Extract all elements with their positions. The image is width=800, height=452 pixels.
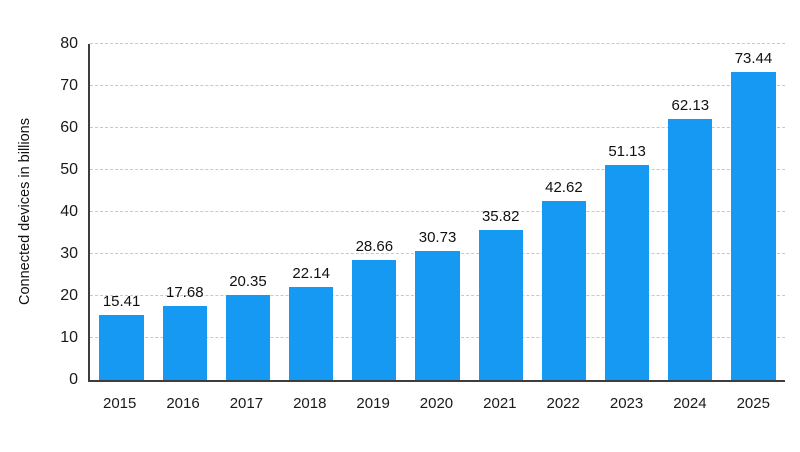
bar-value-label: 51.13 <box>608 143 646 161</box>
x-tick-label: 2023 <box>609 395 644 412</box>
bar <box>415 250 460 380</box>
chart-row: Connected devices in billions 0 10 20 30 40 5… <box>8 35 800 412</box>
y-tick-label: 40 <box>60 203 78 220</box>
bar-value-label: 35.82 <box>481 207 520 225</box>
gridline <box>90 43 785 44</box>
gridline <box>90 169 785 170</box>
bar-group: 22.14 <box>280 265 343 380</box>
y-tick-label: 80 <box>60 35 78 52</box>
bar-value-label: 42.62 <box>545 179 583 196</box>
bar-value-label: 73.44 <box>734 49 773 67</box>
bar-group: 51.13 <box>596 143 659 380</box>
bar <box>225 294 271 380</box>
bar <box>352 259 397 380</box>
bar-group: 35.82 <box>469 208 532 380</box>
bar-group: 28.66 <box>343 238 406 380</box>
bar <box>668 119 713 380</box>
gridline <box>90 85 785 86</box>
y-tick-label: 70 <box>60 77 78 94</box>
bar-value-label: 30.73 <box>418 228 457 246</box>
y-tick-label: 50 <box>60 161 78 178</box>
x-tick-label: 2016 <box>166 395 200 412</box>
y-tick-label: 20 <box>60 287 78 304</box>
plot-column: 0 10 20 30 40 50 60 70 80 15.41 17.68 20.35 22.14 28.… <box>42 35 800 412</box>
bar-group: 62.13 <box>659 97 722 380</box>
y-tick-label: 30 <box>60 245 78 262</box>
x-tick-label: 2020 <box>419 395 454 412</box>
x-tick-label: 2017 <box>229 395 264 412</box>
bar <box>478 229 523 380</box>
bar <box>731 71 776 380</box>
plot-area: 0 10 20 30 40 50 60 70 80 15.41 17.68 20.35 22.14 28.… <box>60 35 785 388</box>
bar-value-label: 17.68 <box>166 283 204 301</box>
bar <box>162 305 207 380</box>
bar-value-label: 62.13 <box>671 97 710 115</box>
bar-value-label: 15.41 <box>102 293 141 311</box>
bar-group: 20.35 <box>216 273 279 380</box>
x-axis-labels: 2015 2016 2017 2018 2019 2020 2021 2022 2023 2024… <box>88 382 785 412</box>
x-tick-label: 2018 <box>293 395 327 412</box>
x-tick-label: 2015 <box>102 395 137 412</box>
bar-value-label: 22.14 <box>292 265 330 283</box>
bar-value-label: 20.35 <box>229 272 267 290</box>
gridline <box>90 127 785 128</box>
x-tick-label: 2019 <box>356 395 390 412</box>
bar-group: 17.68 <box>153 284 216 380</box>
y-tick-label: 0 <box>69 371 78 388</box>
x-tick-label: 2022 <box>546 395 580 412</box>
bar-group: 30.73 <box>406 229 469 380</box>
y-tick-label: 60 <box>60 119 78 136</box>
bar-group: 15.41 <box>90 293 153 380</box>
x-tick-label: 2024 <box>673 395 707 412</box>
bar <box>289 287 334 380</box>
bar-value-label: 28.66 <box>355 237 394 255</box>
x-tick-label: 2025 <box>736 395 770 412</box>
bar <box>604 165 650 380</box>
bar-group: 73.44 <box>722 50 785 380</box>
bar-group: 42.62 <box>532 179 595 380</box>
bar <box>541 201 587 380</box>
bars: 15.41 17.68 20.35 22.14 28.66 30.73 35.82 42.62… <box>90 44 785 380</box>
y-axis-title: Connected devices in billions <box>17 118 33 306</box>
y-tick-label: 10 <box>60 329 78 346</box>
bar <box>99 315 144 380</box>
gridline <box>90 211 785 212</box>
x-tick-label: 2021 <box>483 395 517 412</box>
